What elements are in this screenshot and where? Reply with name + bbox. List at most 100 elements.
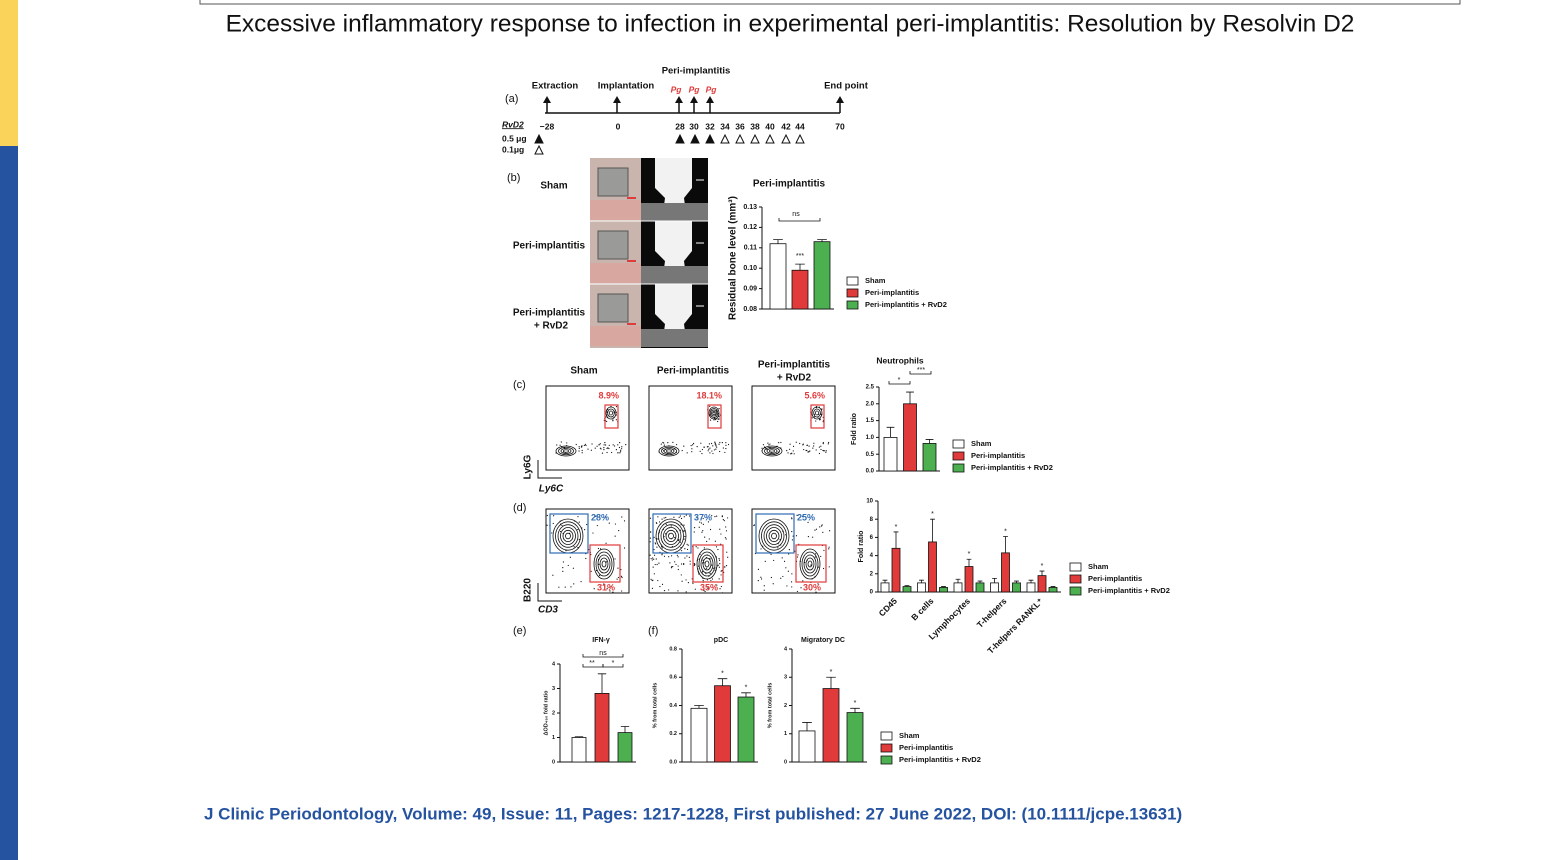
- contour: [597, 554, 611, 574]
- contour: [704, 560, 710, 568]
- event-dot: [780, 441, 782, 444]
- event-dot: [799, 442, 801, 445]
- event-dot: [577, 516, 579, 518]
- bar: [880, 582, 890, 593]
- event-dot: [699, 450, 701, 452]
- event-dot: [663, 444, 665, 446]
- y-tick-label: 10: [866, 499, 873, 505]
- event-dot: [720, 533, 722, 535]
- event-label: Implantation: [598, 81, 655, 92]
- flow-gate: [755, 513, 795, 554]
- event-dot: [567, 564, 569, 567]
- event-dot: [803, 448, 805, 451]
- event-dot: [725, 538, 727, 540]
- event-dot: [711, 450, 713, 452]
- arrow-head: [706, 96, 714, 103]
- bar: [594, 693, 610, 763]
- legend-swatch: [1069, 574, 1082, 584]
- event-dot: [818, 452, 821, 455]
- bar: [714, 685, 731, 763]
- event-dot: [813, 416, 816, 418]
- error-bar: [1028, 579, 1034, 583]
- event-dot: [685, 514, 687, 516]
- event-dot: [764, 560, 766, 562]
- event-dot: [655, 522, 657, 524]
- event-dot: [712, 452, 714, 455]
- image-row-label: Sham: [540, 181, 567, 192]
- event-dot: [573, 583, 575, 585]
- significance-bracket: [909, 371, 932, 375]
- contour: [708, 406, 720, 420]
- event-dot: [694, 588, 696, 590]
- event-dot: [688, 556, 690, 559]
- legend-swatch: [952, 451, 965, 461]
- event-dot: [725, 447, 727, 450]
- event-dot: [653, 554, 656, 556]
- bar: [737, 696, 755, 763]
- event-dot: [817, 413, 819, 416]
- event-dot: [821, 524, 823, 526]
- gate-percent: 30%: [803, 582, 821, 592]
- gate-percent: 8.9%: [598, 390, 619, 400]
- event-dot: [789, 443, 791, 445]
- event-dot: [687, 582, 690, 584]
- event-dot: [653, 573, 655, 575]
- event-dot: [712, 567, 714, 569]
- event-dot: [587, 448, 589, 450]
- event-dot: [691, 448, 693, 450]
- y-tick-label: 0.8: [669, 646, 677, 652]
- flow-axis-label: Ly6G: [523, 454, 534, 479]
- event-dot: [807, 521, 809, 523]
- event-dot: [674, 537, 676, 539]
- event-dot: [670, 555, 673, 557]
- event-dot: [805, 449, 807, 452]
- event-dot: [707, 587, 709, 589]
- event-dot: [652, 557, 654, 559]
- implant-ct: [655, 158, 692, 213]
- event-dot: [608, 447, 610, 450]
- dose-marker: [781, 133, 791, 144]
- axis-indicator: [537, 460, 562, 479]
- event-dot: [818, 406, 820, 408]
- y-tick-label: 2: [552, 710, 555, 716]
- event-dot: [578, 521, 580, 523]
- event-dot: [620, 449, 622, 451]
- contour: [763, 524, 785, 548]
- event-dot: [718, 566, 721, 568]
- event-dot: [811, 417, 813, 419]
- event-dot: [713, 449, 716, 451]
- event-dot: [569, 556, 571, 558]
- event-dot: [717, 420, 719, 423]
- contour: [560, 527, 576, 545]
- y-tick-label: 0.13: [743, 204, 757, 211]
- contour: [601, 560, 607, 568]
- event-dot: [679, 515, 681, 517]
- event-dot: [707, 521, 710, 523]
- event-dot: [617, 452, 619, 454]
- event-dot: [716, 446, 718, 448]
- y-tick-label: 2: [784, 703, 787, 709]
- dose-marker: [690, 133, 700, 144]
- event-dot: [606, 420, 608, 423]
- event-dot: [770, 576, 772, 579]
- event-dot: [618, 446, 621, 449]
- event-dot: [606, 414, 608, 416]
- event-dot: [761, 447, 763, 449]
- event-dot: [667, 442, 669, 444]
- axis-indicator: [537, 583, 562, 602]
- event-dot: [617, 444, 619, 446]
- y-tick-label: 1.0: [866, 435, 875, 441]
- bar: [690, 707, 708, 763]
- event-dot: [611, 451, 613, 454]
- event-dot: [716, 410, 718, 412]
- y-axis-label: % from total cells: [652, 683, 658, 729]
- flow-axis-label: Ly6C: [539, 484, 564, 495]
- event-dot: [685, 591, 687, 593]
- y-tick-label: 0: [784, 759, 787, 765]
- y-tick-label: 0: [552, 759, 555, 765]
- y-axis-label: % from total cells: [767, 683, 773, 729]
- flow-column-title: Peri-implantitis: [657, 366, 730, 377]
- event-dot: [716, 584, 718, 586]
- event-dot: [762, 444, 765, 446]
- event-dot: [604, 516, 607, 518]
